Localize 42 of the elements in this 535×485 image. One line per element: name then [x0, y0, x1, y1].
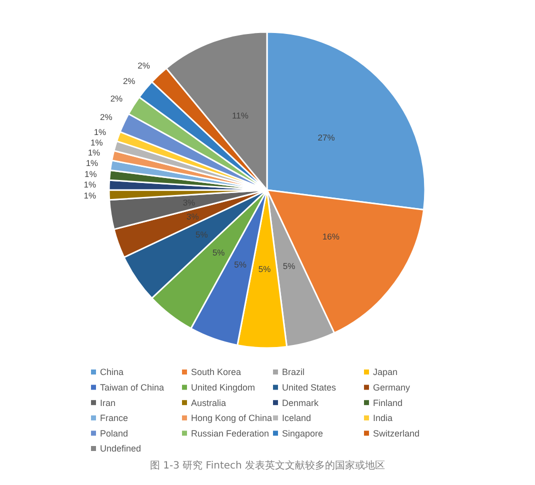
legend-label: Iran	[100, 398, 116, 408]
legend-label: Singapore	[282, 428, 324, 438]
data-label: 2%	[138, 60, 150, 70]
legend-label: Taiwan of China	[100, 382, 164, 392]
legend-label: South Korea	[191, 367, 242, 378]
data-label: 27%	[318, 132, 336, 143]
legend-label: France	[100, 413, 128, 424]
data-label: 1%	[86, 158, 99, 168]
data-label: 2%	[110, 93, 124, 104]
data-label: 2%	[122, 76, 136, 86]
data-label: 5%	[282, 260, 296, 271]
data-label: 1%	[84, 168, 98, 179]
legend-label: Poland	[100, 428, 128, 438]
legend-label: Brazil	[282, 367, 305, 378]
data-label: 5%	[212, 247, 226, 258]
legend-label: United States	[282, 382, 337, 392]
data-label: 5%	[234, 259, 247, 270]
legend-label: Germany	[373, 382, 411, 392]
legend-label: Denmark	[282, 398, 320, 408]
legend-label: Iceland	[282, 413, 312, 424]
legend-label: Undefined	[100, 444, 142, 454]
data-label: 1%	[84, 180, 97, 190]
legend-label: Switzerland	[373, 428, 420, 438]
text: 图 1-3 研究 Fintech 发表英文文献较多的国家或地区	[150, 460, 386, 472]
data-label: 11%	[232, 110, 249, 121]
legend-label: China	[100, 367, 124, 378]
data-label: 5%	[196, 229, 208, 240]
data-label: 3%	[186, 212, 200, 222]
legend-label: Finland	[373, 398, 403, 408]
data-label: 5%	[258, 264, 272, 274]
data-label: 1%	[84, 190, 97, 200]
data-label: 1%	[88, 148, 101, 158]
legend-label: Australia	[191, 398, 226, 408]
legend-label: Japan	[373, 367, 398, 378]
data-label: 1%	[94, 127, 107, 138]
data-label: 16%	[322, 231, 340, 242]
legend-label: India	[373, 413, 393, 424]
legend-label: Hong Kong of China	[191, 413, 272, 424]
legend-label: United Kingdom	[191, 382, 256, 392]
legend-label: Russian Federation	[191, 428, 270, 438]
data-label: 1%	[90, 137, 104, 148]
data-label: 2%	[100, 112, 113, 122]
